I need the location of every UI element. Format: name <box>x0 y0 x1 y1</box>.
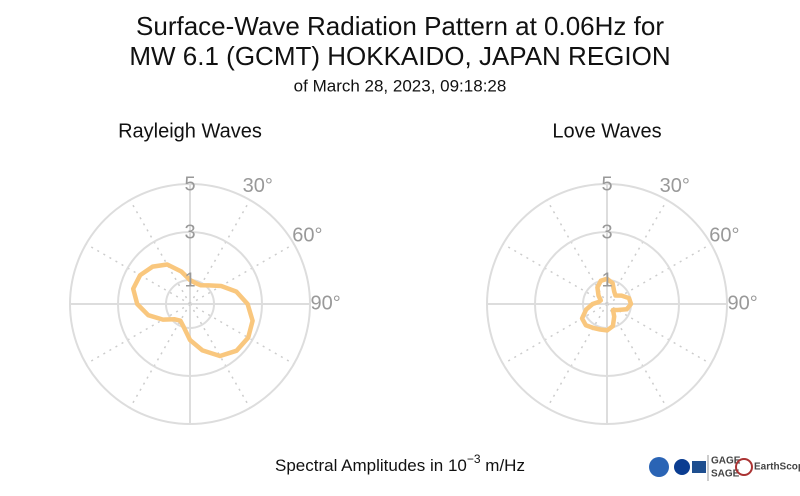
spoke <box>189 303 295 365</box>
radial-tick-label: 3 <box>184 221 195 243</box>
spoke <box>502 303 608 365</box>
footer-unit: m/Hz <box>485 456 525 475</box>
footer-exponent: −3 <box>467 452 481 466</box>
logo-text: GAGE <box>711 456 741 467</box>
theta-tick-label: 30° <box>660 175 690 197</box>
logos: GAGE SAGE EarthScope <box>649 455 800 481</box>
page-subtitle: of March 28, 2023, 09:18:28 <box>294 76 507 95</box>
theta-tick-label: 90° <box>727 292 757 314</box>
spoke <box>606 303 668 409</box>
radial-grid-ring <box>69 183 311 425</box>
spoke <box>129 303 191 409</box>
radial-tick-label: 1 <box>601 269 612 291</box>
radial-tick-label: 3 <box>601 221 612 243</box>
chart-title: Love Waves <box>552 120 661 142</box>
radial-tick-label: 1 <box>184 269 195 291</box>
page-title: Surface-Wave Radiation Pattern at 0.06Hz… <box>136 11 664 41</box>
polar-chart: Rayleigh Waves 30° 60° 90° 1 3 5 <box>69 120 341 425</box>
logo-icon <box>735 458 753 476</box>
footer-base: 10 <box>448 456 467 475</box>
logo-icon <box>674 459 690 475</box>
spoke <box>85 243 191 305</box>
theta-tick-label: 60° <box>709 224 739 246</box>
radial-grid-ring <box>486 183 728 425</box>
spoke <box>189 199 251 305</box>
theta-tick-label: 30° <box>243 175 273 197</box>
spoke <box>546 199 608 305</box>
chart-title: Rayleigh Waves <box>118 120 262 142</box>
spoke <box>606 303 712 365</box>
logo-icon <box>649 457 669 477</box>
footer-note: Spectral Amplitudes in 10−3 m/Hz <box>275 452 525 475</box>
pattern-line <box>130 262 255 359</box>
radial-grid-ring <box>534 231 680 377</box>
theta-tick-label: 60° <box>292 224 322 246</box>
spoke <box>189 303 251 409</box>
spoke <box>129 199 191 305</box>
theta-tick-label: 90° <box>310 292 340 314</box>
pattern-line <box>579 276 634 333</box>
logo-icon <box>692 461 706 473</box>
radial-tick-label: 5 <box>184 173 195 195</box>
spoke <box>502 243 608 305</box>
spoke <box>189 243 295 305</box>
spoke <box>85 303 191 365</box>
page-title: MW 6.1 (GCMT) HOKKAIDO, JAPAN REGION <box>129 41 670 71</box>
radial-tick-label: 5 <box>601 173 612 195</box>
spoke <box>606 199 668 305</box>
logo-text: EarthScope <box>754 462 800 473</box>
radial-grid-ring <box>117 231 263 377</box>
logo-text: SAGE <box>711 469 740 480</box>
spoke <box>606 243 712 305</box>
footer-text: Spectral Amplitudes in <box>275 456 443 475</box>
polar-chart: Love Waves 30° 60° 90° 1 3 5 <box>486 120 758 425</box>
spoke <box>546 303 608 409</box>
